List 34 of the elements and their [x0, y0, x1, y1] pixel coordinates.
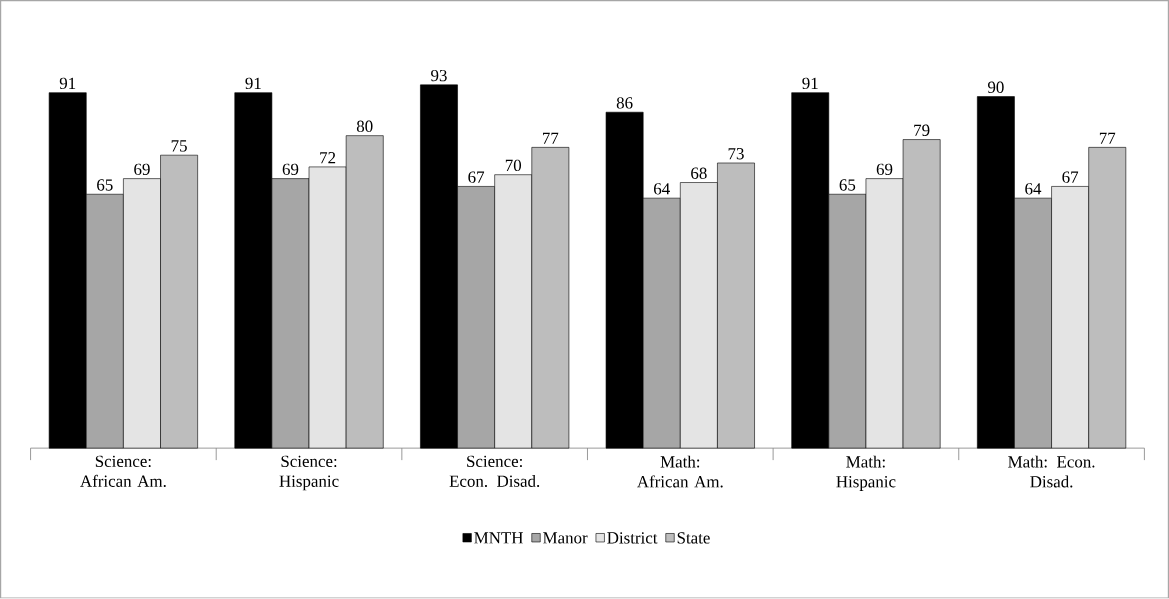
- legend-label: State: [677, 532, 710, 544]
- data-label: 64: [1025, 183, 1042, 195]
- x-tick-label: Science: Econ. Disad.: [449, 455, 540, 488]
- data-label: 91: [245, 77, 261, 90]
- data-label: 75: [171, 140, 187, 152]
- data-label: 68: [691, 167, 707, 180]
- x-tick-label: Math: Hispanic: [836, 455, 896, 492]
- data-label: 77: [1099, 132, 1116, 144]
- legend-label: MNTH: [474, 532, 523, 544]
- data-label: 70: [505, 159, 522, 172]
- x-tick-label: Math: African Am.: [637, 455, 723, 488]
- data-label: 65: [97, 179, 113, 191]
- data-label: 91: [802, 77, 818, 90]
- x-tick-label: Science: African Am.: [80, 455, 166, 488]
- data-label: 90: [987, 81, 1004, 94]
- data-label: 79: [914, 124, 930, 137]
- data-label: 69: [876, 163, 893, 176]
- data-label: 65: [839, 179, 856, 191]
- data-label: 72: [320, 152, 336, 164]
- data-label: 69: [134, 163, 150, 176]
- data-label: 93: [431, 70, 447, 82]
- data-label: 73: [728, 148, 744, 160]
- data-label: 91: [59, 77, 76, 90]
- x-tick-label: Science: Hispanic: [279, 455, 339, 491]
- data-label: 86: [616, 97, 633, 109]
- x-tick-label: Math: Econ. Disad.: [1008, 455, 1095, 488]
- data-label: 69: [282, 163, 299, 176]
- data-label: 80: [356, 120, 373, 133]
- data-label: 64: [654, 183, 670, 195]
- data-label: 77: [543, 132, 559, 144]
- legend-label: District: [607, 532, 658, 544]
- data-label: 67: [468, 171, 485, 184]
- data-label: 67: [1062, 171, 1079, 184]
- legend-label: Manor: [543, 532, 588, 544]
